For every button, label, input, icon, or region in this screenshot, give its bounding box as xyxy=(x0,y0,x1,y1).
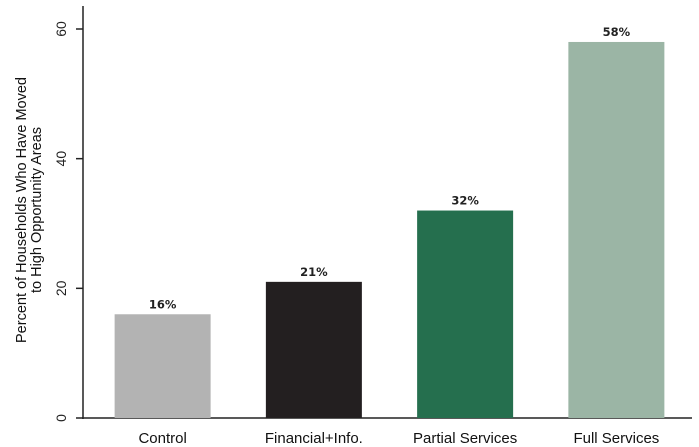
x-category-label: Control xyxy=(138,430,186,447)
data-label: 32% xyxy=(451,194,479,208)
bar xyxy=(266,282,362,418)
y-tick-label: 40 xyxy=(53,151,69,167)
bar xyxy=(568,42,664,418)
y-axis-title-line-1: Percent of Households Who Have Moved xyxy=(14,77,30,343)
data-label: 58% xyxy=(603,25,631,39)
data-label: 16% xyxy=(149,297,177,311)
x-category-label: Full Services xyxy=(573,430,659,447)
y-tick-label: 20 xyxy=(53,280,69,296)
y-tick-label: 60 xyxy=(53,21,69,37)
bar xyxy=(115,314,211,418)
data-label: 21% xyxy=(300,265,328,279)
x-category-label: Partial Services xyxy=(413,430,517,447)
y-axis-title-line-2: to High Opportunity Areas xyxy=(29,127,45,293)
y-tick-label: 0 xyxy=(53,414,69,422)
bars-group xyxy=(115,42,665,418)
y-axis-title: Percent of Households Who Have Moved to … xyxy=(14,77,45,343)
x-category-label: Financial+Info. xyxy=(265,430,363,447)
bar xyxy=(417,211,513,418)
